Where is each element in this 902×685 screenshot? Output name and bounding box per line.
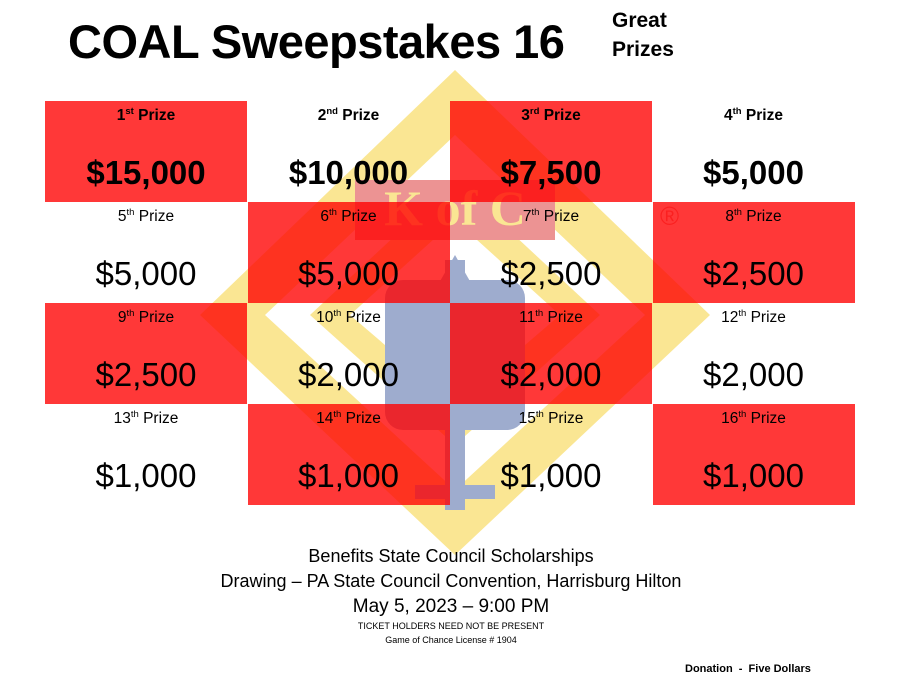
prize-cell: 16th Prize $1,000 — [652, 404, 855, 505]
prize-label: 13th Prize — [113, 408, 179, 427]
prize-cell: 6th Prize $5,000 — [247, 202, 450, 303]
prize-label: 16th Prize — [721, 408, 786, 427]
caption-line-prizes: Prizes — [612, 38, 674, 61]
prize-cell: 15th Prize $1,000 — [450, 404, 652, 505]
benefits-line: Benefits State Council Scholarships — [308, 546, 594, 566]
prize-amount: $7,500 — [500, 154, 602, 191]
prize-cell: 1st Prize $15,000 — [45, 101, 247, 202]
prize-grid: 1st Prize $15,000 2nd Prize $10,000 3rd Priz… — [45, 101, 855, 505]
prize-amount: $1,000 — [298, 457, 399, 494]
prize-cell: 8th Prize $2,500 — [652, 202, 855, 303]
prize-cell: 12th Prize $2,000 — [653, 303, 855, 404]
prize-amount: $5,000 — [95, 255, 197, 292]
page-title: COAL Sweepstakes 16 — [68, 15, 565, 68]
prize-amount: $10,000 — [288, 154, 409, 191]
prize-amount: $2,500 — [703, 255, 804, 292]
prize-label: 2nd Prize — [317, 105, 380, 124]
prize-amount: $2,000 — [298, 356, 399, 393]
prize-amount: $5,000 — [703, 154, 804, 191]
prize-amount: $2,000 — [500, 356, 602, 393]
prize-cell: 14th Prize $1,000 — [247, 404, 450, 505]
drawing-date: May 5, 2023 – 9:00 PM — [352, 596, 550, 617]
prize-label: 10th Prize — [316, 307, 381, 326]
prize-amount: $1,000 — [703, 457, 804, 494]
prize-label: 4th Prize — [724, 105, 783, 124]
prize-cell: 4th Prize $5,000 — [653, 101, 855, 202]
prize-cell: 2nd Prize $10,000 — [248, 101, 450, 202]
prize-amount: $1,000 — [500, 457, 602, 494]
prize-label: 8th Prize — [725, 206, 782, 225]
prize-label: 5th Prize — [117, 206, 175, 225]
prize-amount: $15,000 — [86, 154, 206, 191]
prize-label: 9th Prize — [117, 307, 175, 326]
prize-label: 14th Prize — [316, 408, 381, 427]
ticket-holders-note: TICKET HOLDERS NEED NOT BE PRESENT — [357, 621, 545, 631]
prize-cell: 9th Prize $2,500 — [45, 303, 247, 404]
prize-label: 11th Prize — [519, 307, 583, 326]
prize-amount: $1,000 — [95, 457, 197, 494]
prize-cell: 5th Prize $5,000 — [45, 202, 247, 303]
caption-line-great: Great — [612, 9, 667, 32]
prize-cell: 7th Prize $2,500 — [450, 202, 652, 303]
donation-price: Donation - Five Dollars — [685, 663, 811, 675]
prize-amount: $2,000 — [703, 356, 804, 393]
prize-label: 15th Prize — [518, 408, 584, 427]
prize-label: 3rd Prize — [521, 105, 581, 124]
prize-cell: 10th Prize $2,000 — [248, 303, 450, 404]
prize-label: 12th Prize — [721, 307, 786, 326]
prize-cell: 11th Prize $2,000 — [450, 303, 652, 404]
prize-label: 7th Prize — [522, 206, 580, 225]
prize-amount: $2,500 — [95, 356, 197, 393]
prize-label: 6th Prize — [320, 206, 377, 225]
prize-amount: $5,000 — [298, 255, 399, 292]
prize-amount: $2,500 — [500, 255, 602, 292]
prize-cell: 3rd Prize $7,500 — [450, 101, 652, 202]
license-number: Game of Chance License # 1904 — [385, 635, 517, 645]
drawing-line: Drawing – PA State Council Convention, H… — [220, 571, 682, 591]
prize-label: 1st Prize — [116, 105, 176, 124]
prize-cell: 13th Prize $1,000 — [45, 404, 247, 505]
great-prizes-caption: Great Prizes — [612, 6, 674, 64]
